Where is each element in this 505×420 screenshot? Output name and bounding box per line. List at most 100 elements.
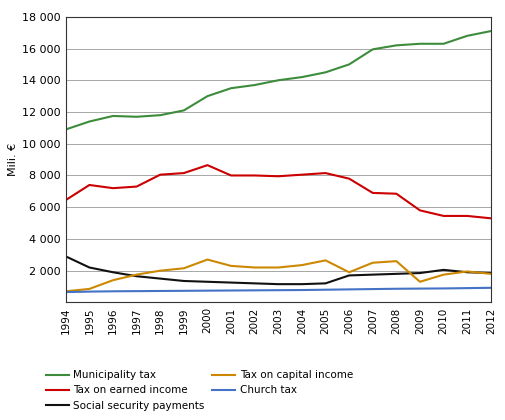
Line: Tax on earned income: Tax on earned income xyxy=(66,165,490,218)
Tax on earned income xyxy=(463,213,469,218)
Tax on capital income xyxy=(369,260,375,265)
Municipality tax xyxy=(322,70,328,75)
Tax on earned income xyxy=(110,186,116,191)
Tax on earned income xyxy=(86,182,92,187)
Municipality tax xyxy=(345,62,351,67)
Social security payments xyxy=(133,274,139,279)
Social security payments xyxy=(251,281,257,286)
Tax on capital income xyxy=(63,289,69,294)
Church tax xyxy=(86,289,92,294)
Municipality tax xyxy=(228,86,234,91)
Social security payments xyxy=(180,278,186,284)
Tax on earned income xyxy=(228,173,234,178)
Church tax xyxy=(487,285,493,290)
Tax on capital income xyxy=(275,265,281,270)
Social security payments xyxy=(345,273,351,278)
Social security payments xyxy=(275,282,281,287)
Line: Social security payments: Social security payments xyxy=(66,256,490,284)
Tax on earned income xyxy=(369,190,375,195)
Municipality tax xyxy=(275,78,281,83)
Tax on capital income xyxy=(392,259,398,264)
Y-axis label: Mili. €: Mili. € xyxy=(8,143,18,176)
Social security payments xyxy=(204,279,210,284)
Tax on earned income xyxy=(298,172,305,177)
Church tax xyxy=(63,289,69,294)
Tax on capital income xyxy=(110,278,116,283)
Tax on earned income xyxy=(251,173,257,178)
Church tax xyxy=(180,288,186,293)
Municipality tax xyxy=(86,119,92,124)
Municipality tax xyxy=(369,47,375,52)
Tax on capital income xyxy=(322,258,328,263)
Tax on earned income xyxy=(275,174,281,179)
Church tax xyxy=(228,288,234,293)
Church tax xyxy=(298,288,305,293)
Tax on earned income xyxy=(157,172,163,177)
Tax on earned income xyxy=(487,216,493,221)
Tax on capital income xyxy=(204,257,210,262)
Social security payments xyxy=(463,270,469,275)
Church tax xyxy=(440,286,446,291)
Social security payments xyxy=(440,268,446,273)
Municipality tax xyxy=(133,114,139,119)
Church tax xyxy=(204,288,210,293)
Social security payments xyxy=(322,281,328,286)
Municipality tax xyxy=(251,82,257,87)
Tax on earned income xyxy=(133,184,139,189)
Church tax xyxy=(251,288,257,293)
Church tax xyxy=(369,286,375,291)
Social security payments xyxy=(86,265,92,270)
Social security payments xyxy=(157,276,163,281)
Church tax xyxy=(345,287,351,292)
Municipality tax xyxy=(157,113,163,118)
Municipality tax xyxy=(180,108,186,113)
Municipality tax xyxy=(63,127,69,132)
Line: Municipality tax: Municipality tax xyxy=(66,31,490,129)
Tax on capital income xyxy=(228,263,234,268)
Social security payments xyxy=(298,282,305,287)
Church tax xyxy=(322,287,328,292)
Tax on capital income xyxy=(416,279,422,284)
Church tax xyxy=(416,286,422,291)
Tax on capital income xyxy=(251,265,257,270)
Tax on earned income xyxy=(63,197,69,202)
Municipality tax xyxy=(440,41,446,46)
Social security payments xyxy=(416,270,422,276)
Tax on capital income xyxy=(133,272,139,277)
Municipality tax xyxy=(463,33,469,38)
Line: Tax on capital income: Tax on capital income xyxy=(66,260,490,291)
Tax on capital income xyxy=(345,270,351,275)
Social security payments xyxy=(63,254,69,259)
Municipality tax xyxy=(416,41,422,46)
Church tax xyxy=(110,289,116,294)
Tax on capital income xyxy=(157,268,163,273)
Tax on capital income xyxy=(298,262,305,268)
Tax on earned income xyxy=(416,208,422,213)
Church tax xyxy=(275,288,281,293)
Tax on earned income xyxy=(392,191,398,196)
Social security payments xyxy=(392,271,398,276)
Tax on capital income xyxy=(463,269,469,274)
Tax on capital income xyxy=(487,271,493,276)
Tax on earned income xyxy=(345,176,351,181)
Line: Church tax: Church tax xyxy=(66,288,490,292)
Legend: Municipality tax, Tax on earned income, Social security payments, Tax on capital: Municipality tax, Tax on earned income, … xyxy=(45,370,352,411)
Church tax xyxy=(157,289,163,294)
Social security payments xyxy=(110,270,116,275)
Church tax xyxy=(392,286,398,291)
Social security payments xyxy=(487,270,493,276)
Municipality tax xyxy=(298,75,305,80)
Tax on earned income xyxy=(180,171,186,176)
Tax on earned income xyxy=(204,163,210,168)
Tax on capital income xyxy=(86,286,92,291)
Municipality tax xyxy=(392,43,398,48)
Social security payments xyxy=(369,272,375,277)
Tax on earned income xyxy=(322,171,328,176)
Tax on earned income xyxy=(440,213,446,218)
Municipality tax xyxy=(487,29,493,34)
Tax on capital income xyxy=(440,272,446,277)
Church tax xyxy=(463,286,469,291)
Social security payments xyxy=(228,280,234,285)
Church tax xyxy=(133,289,139,294)
Municipality tax xyxy=(110,113,116,118)
